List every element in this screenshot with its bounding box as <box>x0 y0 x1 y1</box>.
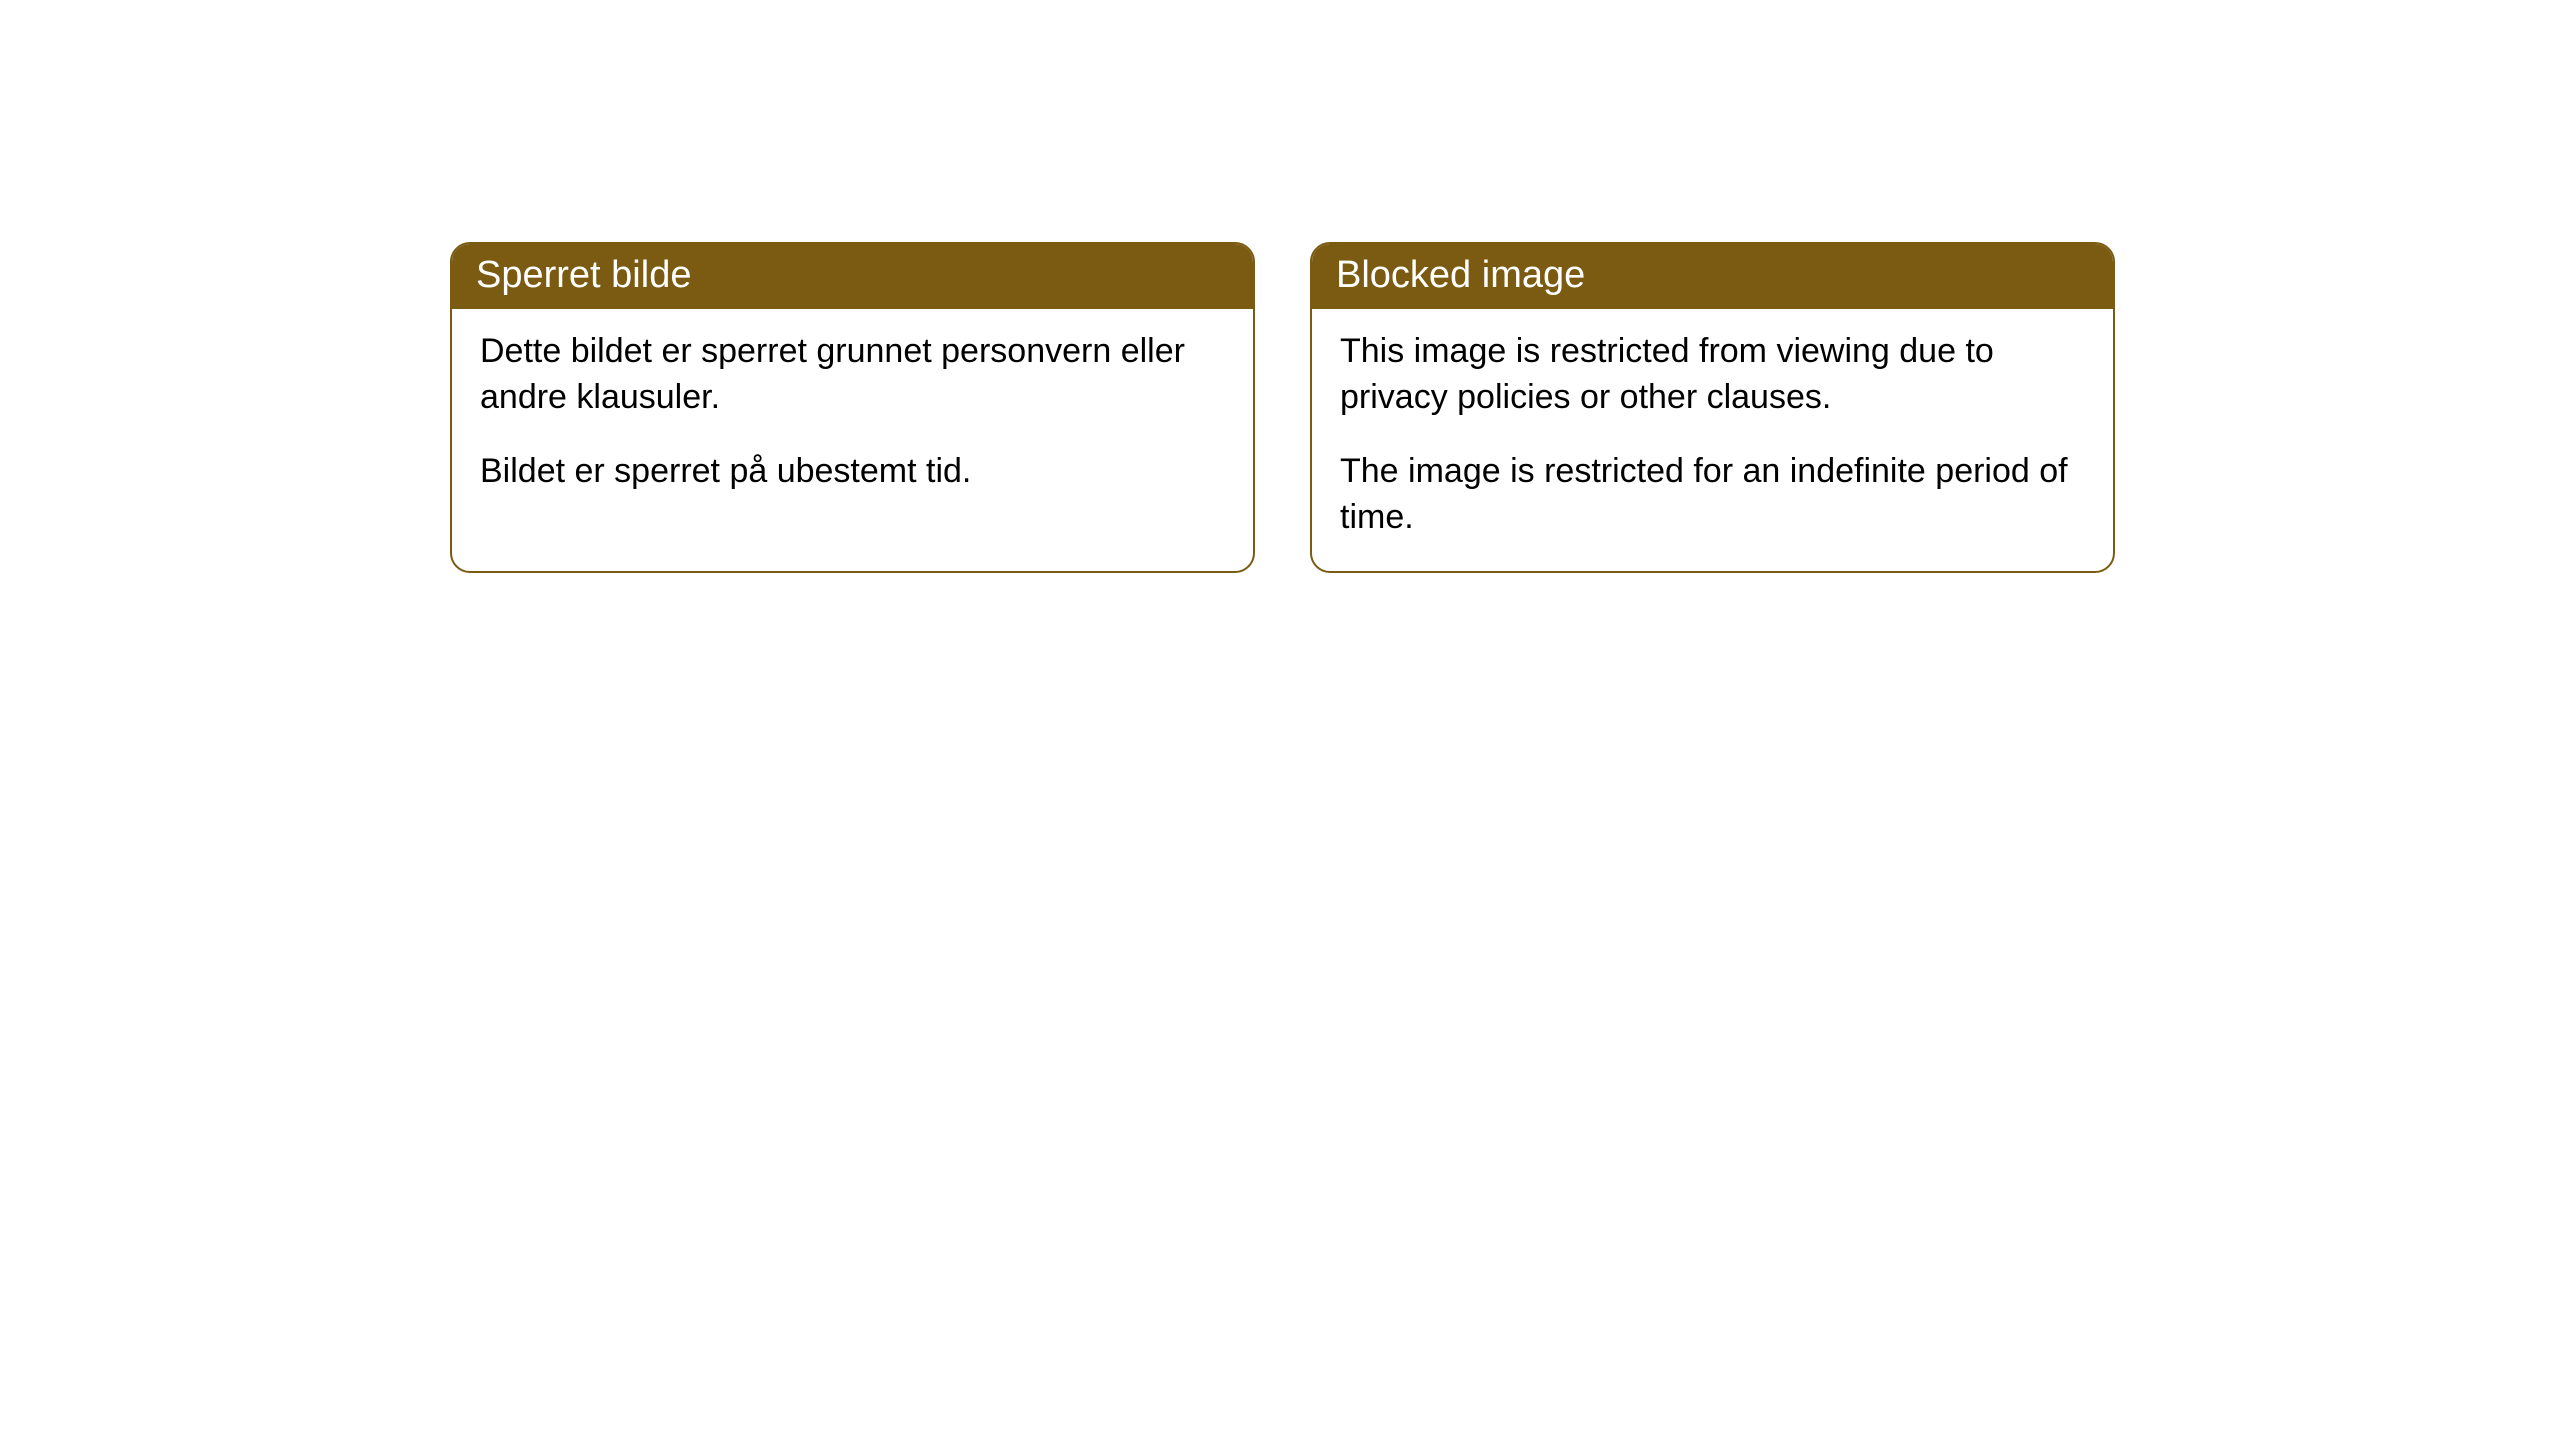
card-paragraph: Dette bildet er sperret grunnet personve… <box>480 329 1225 421</box>
card-paragraph: Bildet er sperret på ubestemt tid. <box>480 449 1225 495</box>
card-header: Blocked image <box>1312 244 2113 309</box>
card-body: This image is restricted from viewing du… <box>1312 309 2113 571</box>
card-body: Dette bildet er sperret grunnet personve… <box>452 309 1253 525</box>
notice-card-norwegian: Sperret bilde Dette bildet er sperret gr… <box>450 242 1255 573</box>
card-paragraph: This image is restricted from viewing du… <box>1340 329 2085 421</box>
card-paragraph: The image is restricted for an indefinit… <box>1340 449 2085 541</box>
notice-cards-container: Sperret bilde Dette bildet er sperret gr… <box>450 242 2115 573</box>
card-header: Sperret bilde <box>452 244 1253 309</box>
card-title: Blocked image <box>1336 254 1585 296</box>
notice-card-english: Blocked image This image is restricted f… <box>1310 242 2115 573</box>
card-title: Sperret bilde <box>476 254 691 296</box>
